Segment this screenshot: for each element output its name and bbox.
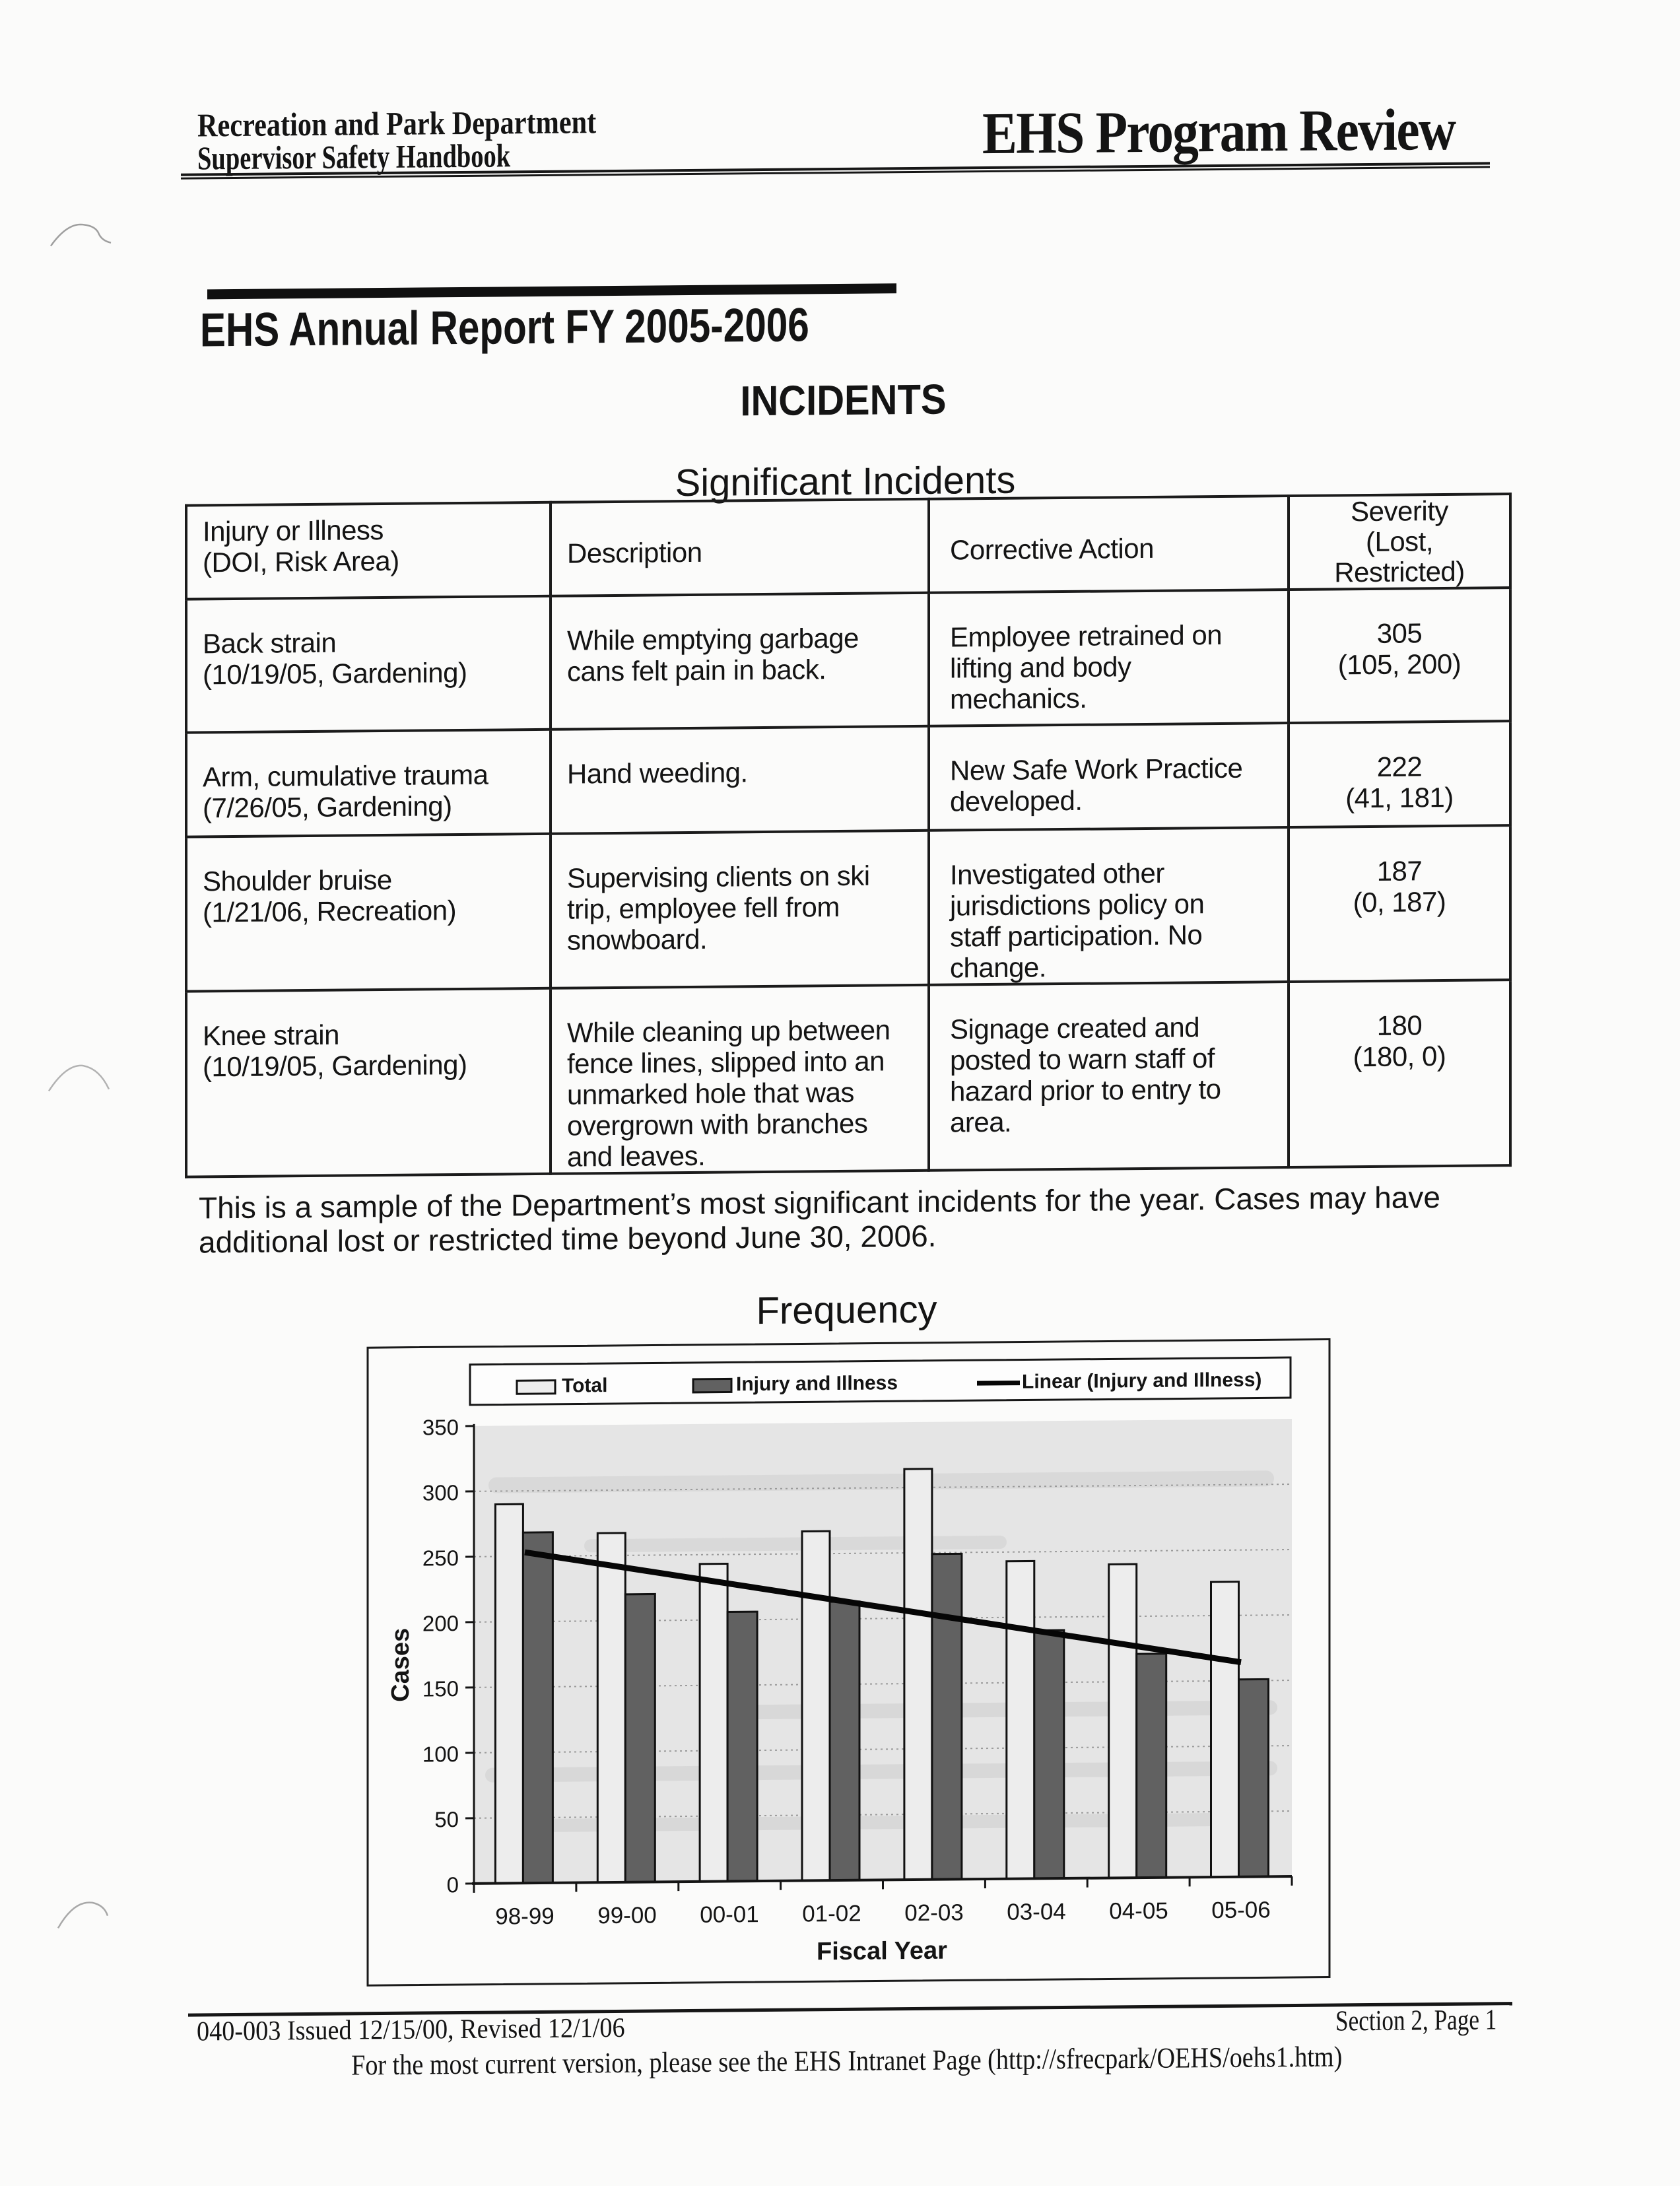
svg-text:250: 250 — [422, 1546, 459, 1570]
svg-text:Cases: Cases — [387, 1628, 415, 1702]
svg-text:Linear (Injury and Illness): Linear (Injury and Illness) — [1022, 1369, 1261, 1392]
svg-text:03-04: 03-04 — [1007, 1899, 1066, 1925]
svg-text:300: 300 — [422, 1480, 459, 1505]
svg-text:02-03: 02-03 — [904, 1899, 964, 1926]
svg-text:Fiscal Year: Fiscal Year — [817, 1937, 947, 1966]
svg-text:05-06: 05-06 — [1211, 1897, 1271, 1923]
svg-text:Injury and Illness: Injury and Illness — [736, 1372, 898, 1395]
svg-text:150: 150 — [422, 1676, 459, 1701]
svg-text:00-01: 00-01 — [700, 1901, 759, 1928]
svg-text:98-99: 98-99 — [495, 1903, 554, 1930]
svg-text:100: 100 — [422, 1742, 459, 1766]
svg-text:350: 350 — [422, 1415, 459, 1439]
svg-text:50: 50 — [434, 1807, 459, 1831]
svg-text:Total: Total — [562, 1375, 607, 1397]
svg-text:200: 200 — [422, 1611, 459, 1635]
svg-text:99-00: 99-00 — [597, 1902, 657, 1929]
svg-text:0: 0 — [447, 1872, 459, 1897]
svg-text:04-05: 04-05 — [1109, 1898, 1168, 1925]
svg-text:01-02: 01-02 — [802, 1901, 861, 1927]
